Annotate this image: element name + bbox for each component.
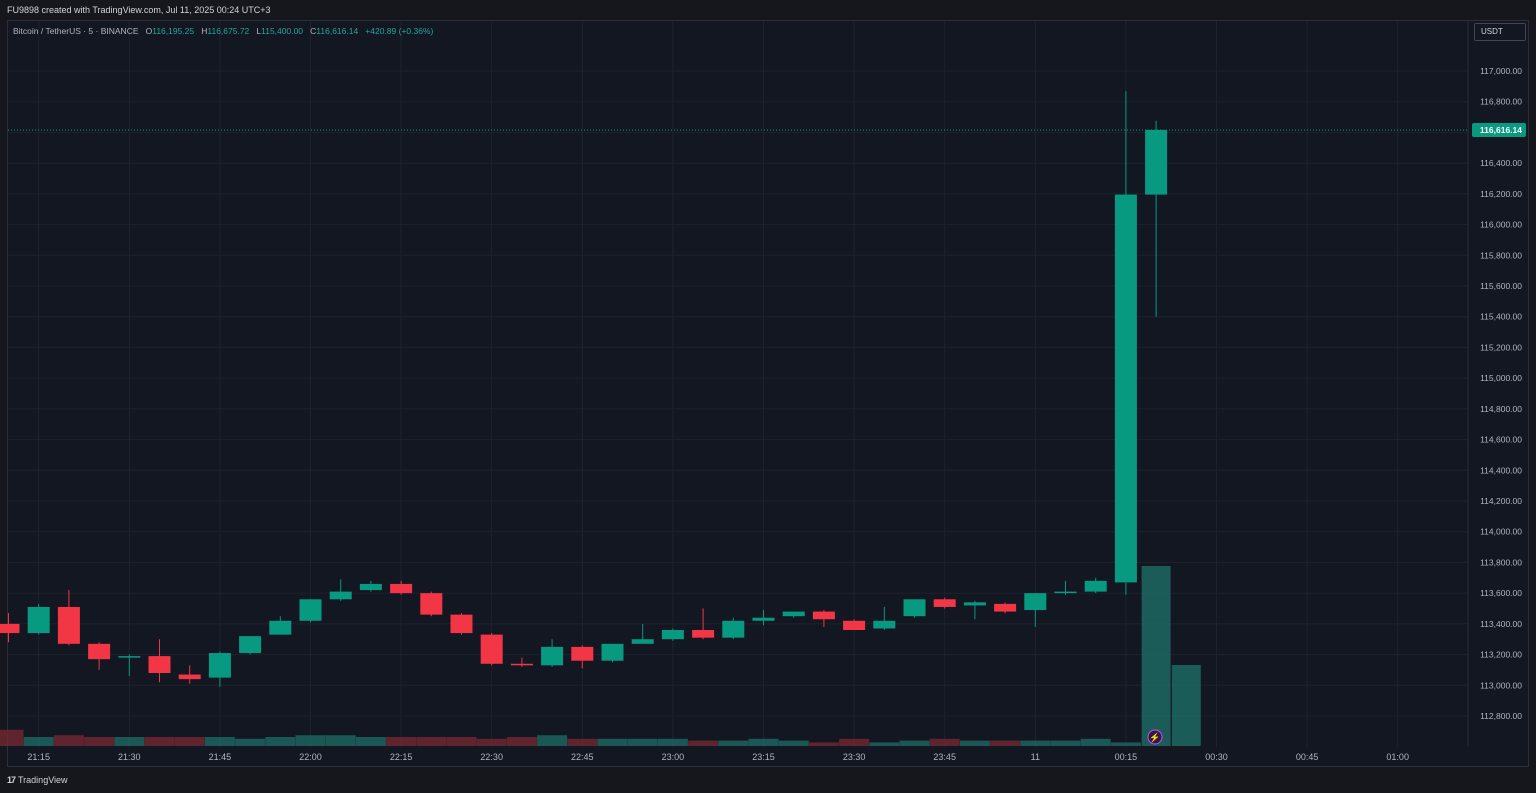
chart-caption: FU9898 created with TradingView.com, Jul… xyxy=(7,5,271,15)
low-value: 115,400.00 xyxy=(261,26,304,36)
close-label: C xyxy=(310,26,317,36)
high-label: H xyxy=(201,26,208,36)
ohlc-legend: Bitcoin / TetherUS · 5 · BINANCE O116,19… xyxy=(13,26,433,36)
tradingview-mark-icon: 17 xyxy=(7,775,16,785)
tradingview-brand: TradingView xyxy=(18,775,68,785)
currency-selector[interactable]: USDT xyxy=(1474,23,1526,41)
chart-area[interactable] xyxy=(7,20,1529,767)
tradingview-logo[interactable]: 17 TradingView xyxy=(7,775,68,785)
open-value: 116,195.25 xyxy=(152,26,195,36)
low-label: L xyxy=(256,26,262,36)
change-value: +420.89 (+0.36%) xyxy=(365,26,434,36)
close-value: 116,616.14 xyxy=(316,26,359,36)
footer-bar: 17 TradingView xyxy=(0,767,1536,793)
symbol-label[interactable]: Bitcoin / TetherUS · 5 · BINANCE xyxy=(13,26,139,36)
high-value: 116,675.72 xyxy=(207,26,250,36)
open-label: O xyxy=(145,26,153,36)
top-caption-bar: FU9898 created with TradingView.com, Jul… xyxy=(0,0,1536,20)
